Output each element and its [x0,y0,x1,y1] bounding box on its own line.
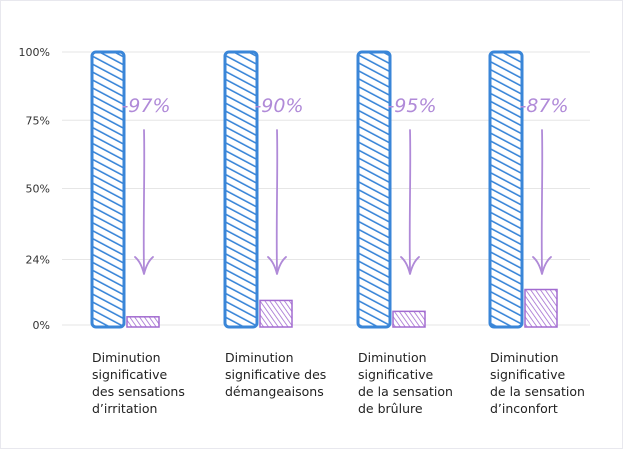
category-label-line: significative des [225,367,327,382]
arrow-head [400,256,420,275]
category-label-line: de la sensation [490,384,585,399]
category-label-line: de la sensation [358,384,453,399]
y-tick-label: 75% [26,114,50,127]
category-label-line: significative [92,367,168,382]
reduction-label: -97% [121,95,170,117]
bar-after [524,288,558,328]
category-label-line: Diminution [92,350,161,365]
bar-before [223,50,259,329]
bar-after [392,310,426,328]
category-label-line: démangeaisons [225,384,324,399]
y-tick-label: 50% [26,183,50,196]
arrow-shaft [408,129,412,271]
bar-after [126,316,160,328]
reduction-label: -87% [519,95,568,117]
y-axis-ticks: 0% 24% 50% 75% 100% [19,46,50,332]
y-tick-label: 24% [26,253,50,266]
category-label-line: Diminution [490,350,559,365]
category-label-line: significative [490,367,566,382]
annotations: -97% -90% -95% -87% [121,95,569,275]
category-label: Diminution significative des démangeaisons [225,349,345,400]
arrow-shaft [275,129,279,271]
bars [90,50,558,329]
category-label: Diminution significative des sensations d’i… [92,349,212,417]
arrow-head [532,256,552,275]
y-tick-label: 100% [19,46,50,59]
category-label-line: d’irritation [92,401,158,416]
y-tick-label: 0% [33,319,50,332]
bar-before [356,50,392,329]
category-label-line: de brûlure [358,401,423,416]
arrow-shaft [142,129,146,271]
arrow-head [267,256,287,275]
category-label-line: d’inconfort [490,401,558,416]
reduction-label: -90% [254,95,303,117]
category-label-line: significative [358,367,434,382]
category-label-line: Diminution [225,350,294,365]
category-label-line: Diminution [358,350,427,365]
bar-before [90,50,126,329]
arrow-head [134,256,154,275]
category-label: Diminution significative de la sensation de… [358,349,478,417]
arrow-shaft [540,129,544,271]
bar-before [488,50,524,329]
reduction-label: -95% [387,95,436,117]
category-label: Diminution significative de la sensation d’… [490,349,610,417]
category-label-line: des sensations [92,384,185,399]
bar-after [259,299,293,328]
